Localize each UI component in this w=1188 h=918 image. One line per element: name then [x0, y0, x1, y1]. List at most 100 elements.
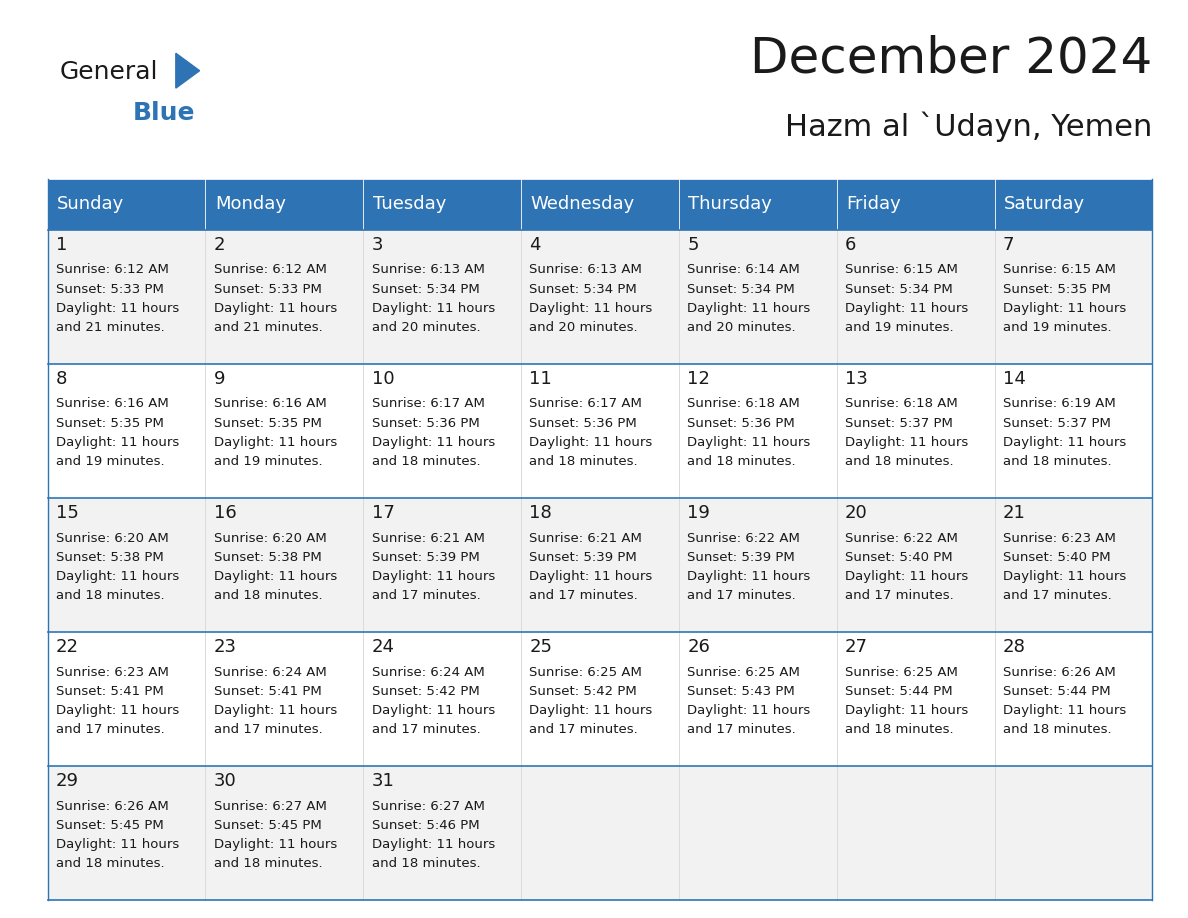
Text: 26: 26 — [687, 638, 710, 656]
FancyBboxPatch shape — [678, 766, 836, 900]
Text: Sunset: 5:35 PM: Sunset: 5:35 PM — [56, 417, 164, 430]
Text: Sunset: 5:34 PM: Sunset: 5:34 PM — [845, 283, 953, 296]
Text: Sunset: 5:36 PM: Sunset: 5:36 PM — [687, 417, 795, 430]
FancyBboxPatch shape — [678, 230, 836, 364]
Text: and 18 minutes.: and 18 minutes. — [1003, 723, 1112, 736]
Text: Daylight: 11 hours: Daylight: 11 hours — [214, 704, 337, 717]
Text: Sunrise: 6:18 AM: Sunrise: 6:18 AM — [687, 397, 800, 410]
FancyBboxPatch shape — [364, 364, 522, 498]
Text: Sunset: 5:39 PM: Sunset: 5:39 PM — [687, 551, 795, 564]
Text: Daylight: 11 hours: Daylight: 11 hours — [530, 436, 652, 449]
Text: Sunset: 5:42 PM: Sunset: 5:42 PM — [530, 685, 637, 698]
Text: and 19 minutes.: and 19 minutes. — [845, 321, 954, 334]
Text: 12: 12 — [687, 370, 710, 388]
Text: Sunrise: 6:13 AM: Sunrise: 6:13 AM — [530, 263, 643, 276]
Text: and 17 minutes.: and 17 minutes. — [845, 589, 954, 602]
Text: and 17 minutes.: and 17 minutes. — [56, 723, 165, 736]
Text: 18: 18 — [530, 504, 552, 522]
Text: 8: 8 — [56, 370, 68, 388]
Text: Sunrise: 6:17 AM: Sunrise: 6:17 AM — [530, 397, 643, 410]
Text: Daylight: 11 hours: Daylight: 11 hours — [56, 838, 179, 851]
FancyBboxPatch shape — [522, 364, 678, 498]
Text: Daylight: 11 hours: Daylight: 11 hours — [1003, 570, 1126, 583]
Text: Daylight: 11 hours: Daylight: 11 hours — [845, 302, 968, 315]
FancyBboxPatch shape — [522, 498, 678, 632]
Text: and 18 minutes.: and 18 minutes. — [214, 857, 322, 870]
Text: Sunset: 5:33 PM: Sunset: 5:33 PM — [56, 283, 164, 296]
Text: and 18 minutes.: and 18 minutes. — [845, 455, 954, 468]
Text: Daylight: 11 hours: Daylight: 11 hours — [56, 436, 179, 449]
Text: Sunset: 5:40 PM: Sunset: 5:40 PM — [1003, 551, 1111, 564]
Text: Sunset: 5:39 PM: Sunset: 5:39 PM — [372, 551, 479, 564]
Text: Sunset: 5:45 PM: Sunset: 5:45 PM — [214, 819, 322, 832]
Text: Sunrise: 6:16 AM: Sunrise: 6:16 AM — [56, 397, 169, 410]
Text: Daylight: 11 hours: Daylight: 11 hours — [56, 570, 179, 583]
Text: Daylight: 11 hours: Daylight: 11 hours — [1003, 302, 1126, 315]
FancyBboxPatch shape — [994, 364, 1152, 498]
Polygon shape — [176, 53, 200, 88]
Text: Daylight: 11 hours: Daylight: 11 hours — [845, 704, 968, 717]
Text: Sunrise: 6:26 AM: Sunrise: 6:26 AM — [56, 800, 169, 812]
Text: Sunrise: 6:23 AM: Sunrise: 6:23 AM — [56, 666, 169, 678]
Text: Sunrise: 6:22 AM: Sunrise: 6:22 AM — [845, 532, 958, 544]
Text: and 18 minutes.: and 18 minutes. — [845, 723, 954, 736]
Text: Daylight: 11 hours: Daylight: 11 hours — [687, 436, 810, 449]
Text: and 20 minutes.: and 20 minutes. — [530, 321, 638, 334]
Text: December 2024: December 2024 — [750, 35, 1152, 83]
Text: 13: 13 — [845, 370, 868, 388]
FancyBboxPatch shape — [994, 632, 1152, 766]
Text: Sunday: Sunday — [57, 196, 125, 213]
Text: Daylight: 11 hours: Daylight: 11 hours — [214, 436, 337, 449]
Text: Sunrise: 6:25 AM: Sunrise: 6:25 AM — [845, 666, 958, 678]
Text: 21: 21 — [1003, 504, 1025, 522]
Text: and 17 minutes.: and 17 minutes. — [687, 589, 796, 602]
Text: 7: 7 — [1003, 236, 1015, 254]
Text: Sunrise: 6:17 AM: Sunrise: 6:17 AM — [372, 397, 485, 410]
Text: Sunset: 5:36 PM: Sunset: 5:36 PM — [372, 417, 479, 430]
Text: and 17 minutes.: and 17 minutes. — [214, 723, 322, 736]
Text: Sunrise: 6:20 AM: Sunrise: 6:20 AM — [56, 532, 169, 544]
Text: Sunrise: 6:22 AM: Sunrise: 6:22 AM — [687, 532, 800, 544]
Text: and 18 minutes.: and 18 minutes. — [56, 589, 164, 602]
Text: Daylight: 11 hours: Daylight: 11 hours — [530, 570, 652, 583]
Text: Sunset: 5:34 PM: Sunset: 5:34 PM — [687, 283, 795, 296]
FancyBboxPatch shape — [364, 498, 522, 632]
Text: Sunset: 5:41 PM: Sunset: 5:41 PM — [214, 685, 322, 698]
Text: Daylight: 11 hours: Daylight: 11 hours — [372, 436, 494, 449]
Text: Daylight: 11 hours: Daylight: 11 hours — [687, 302, 810, 315]
Text: 3: 3 — [372, 236, 383, 254]
Text: and 18 minutes.: and 18 minutes. — [214, 589, 322, 602]
FancyBboxPatch shape — [206, 498, 364, 632]
Text: Daylight: 11 hours: Daylight: 11 hours — [56, 302, 179, 315]
FancyBboxPatch shape — [206, 230, 364, 364]
Text: Sunrise: 6:25 AM: Sunrise: 6:25 AM — [687, 666, 800, 678]
Text: Sunrise: 6:16 AM: Sunrise: 6:16 AM — [214, 397, 327, 410]
Text: and 18 minutes.: and 18 minutes. — [372, 857, 480, 870]
Text: 2: 2 — [214, 236, 226, 254]
Text: and 21 minutes.: and 21 minutes. — [56, 321, 165, 334]
Text: Sunrise: 6:12 AM: Sunrise: 6:12 AM — [56, 263, 169, 276]
Text: Sunrise: 6:24 AM: Sunrise: 6:24 AM — [372, 666, 485, 678]
Text: 10: 10 — [372, 370, 394, 388]
Text: Sunset: 5:35 PM: Sunset: 5:35 PM — [1003, 283, 1111, 296]
Text: Daylight: 11 hours: Daylight: 11 hours — [1003, 436, 1126, 449]
FancyBboxPatch shape — [206, 632, 364, 766]
Text: Daylight: 11 hours: Daylight: 11 hours — [372, 838, 494, 851]
FancyBboxPatch shape — [522, 179, 678, 230]
Text: 15: 15 — [56, 504, 78, 522]
Text: Sunrise: 6:15 AM: Sunrise: 6:15 AM — [845, 263, 958, 276]
FancyBboxPatch shape — [678, 498, 836, 632]
FancyBboxPatch shape — [836, 632, 994, 766]
Text: Daylight: 11 hours: Daylight: 11 hours — [372, 570, 494, 583]
FancyBboxPatch shape — [836, 230, 994, 364]
Text: and 18 minutes.: and 18 minutes. — [372, 455, 480, 468]
Text: Daylight: 11 hours: Daylight: 11 hours — [530, 302, 652, 315]
Text: Daylight: 11 hours: Daylight: 11 hours — [1003, 704, 1126, 717]
Text: Daylight: 11 hours: Daylight: 11 hours — [372, 302, 494, 315]
Text: and 17 minutes.: and 17 minutes. — [687, 723, 796, 736]
Text: Saturday: Saturday — [1004, 196, 1085, 213]
Text: Sunrise: 6:12 AM: Sunrise: 6:12 AM — [214, 263, 327, 276]
Text: and 18 minutes.: and 18 minutes. — [687, 455, 796, 468]
Text: Sunrise: 6:25 AM: Sunrise: 6:25 AM — [530, 666, 643, 678]
Text: Sunset: 5:43 PM: Sunset: 5:43 PM — [687, 685, 795, 698]
